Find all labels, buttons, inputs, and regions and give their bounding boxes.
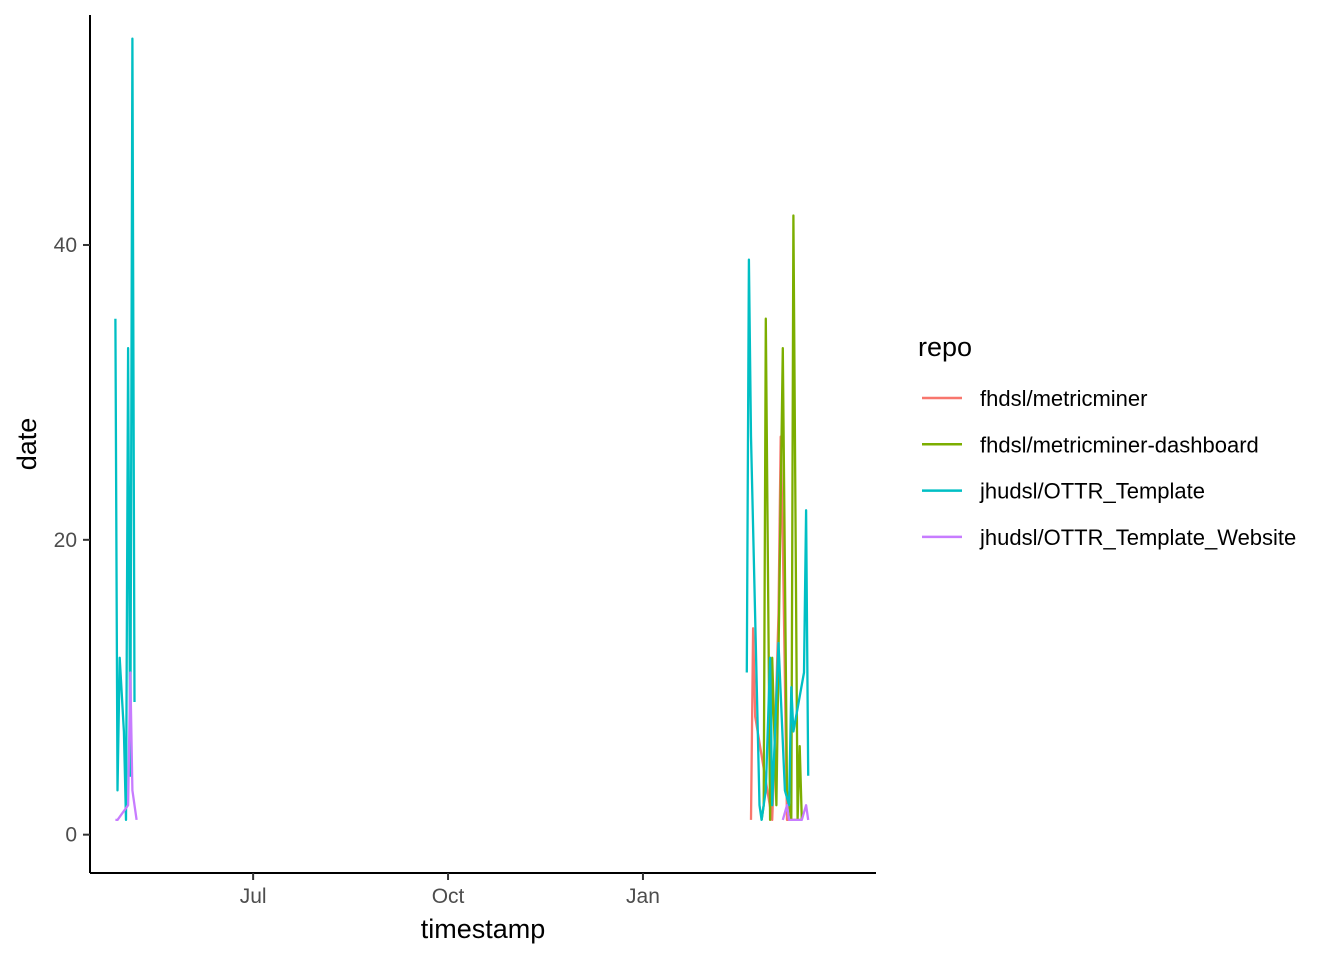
legend-label: jhudsl/OTTR_Template bbox=[979, 479, 1205, 504]
series-line-2-segment-1 bbox=[745, 258, 810, 822]
axes bbox=[89, 15, 876, 874]
y-tick-label: 0 bbox=[65, 824, 77, 847]
legend-label: fhdsl/metricminer-dashboard bbox=[980, 432, 1259, 457]
legend-label: fhdsl/metricminer bbox=[980, 386, 1147, 411]
x-axis-title: timestamp bbox=[421, 914, 546, 944]
y-tick-label: 20 bbox=[54, 529, 77, 552]
plot-lines bbox=[114, 37, 810, 822]
legend-title: repo bbox=[918, 332, 972, 362]
series-line-3-segment-1 bbox=[781, 804, 810, 822]
x-tick-label: Jul bbox=[240, 885, 267, 908]
series-line-2-segment-0 bbox=[114, 37, 136, 822]
legend-label: jhudsl/OTTR_Template_Website bbox=[979, 525, 1296, 550]
y-ticks: 0 20 40 bbox=[54, 234, 90, 847]
x-tick-label: Jan bbox=[626, 885, 660, 908]
y-tick-label: 40 bbox=[54, 234, 77, 257]
series-line-3-segment-0 bbox=[115, 671, 138, 822]
y-axis-title: date bbox=[12, 418, 42, 471]
legend: repo fhdsl/metricminer fhdsl/metricminer-… bbox=[918, 332, 1296, 550]
x-ticks: Jul Oct Jan bbox=[240, 873, 660, 908]
x-tick-label: Oct bbox=[432, 885, 465, 908]
